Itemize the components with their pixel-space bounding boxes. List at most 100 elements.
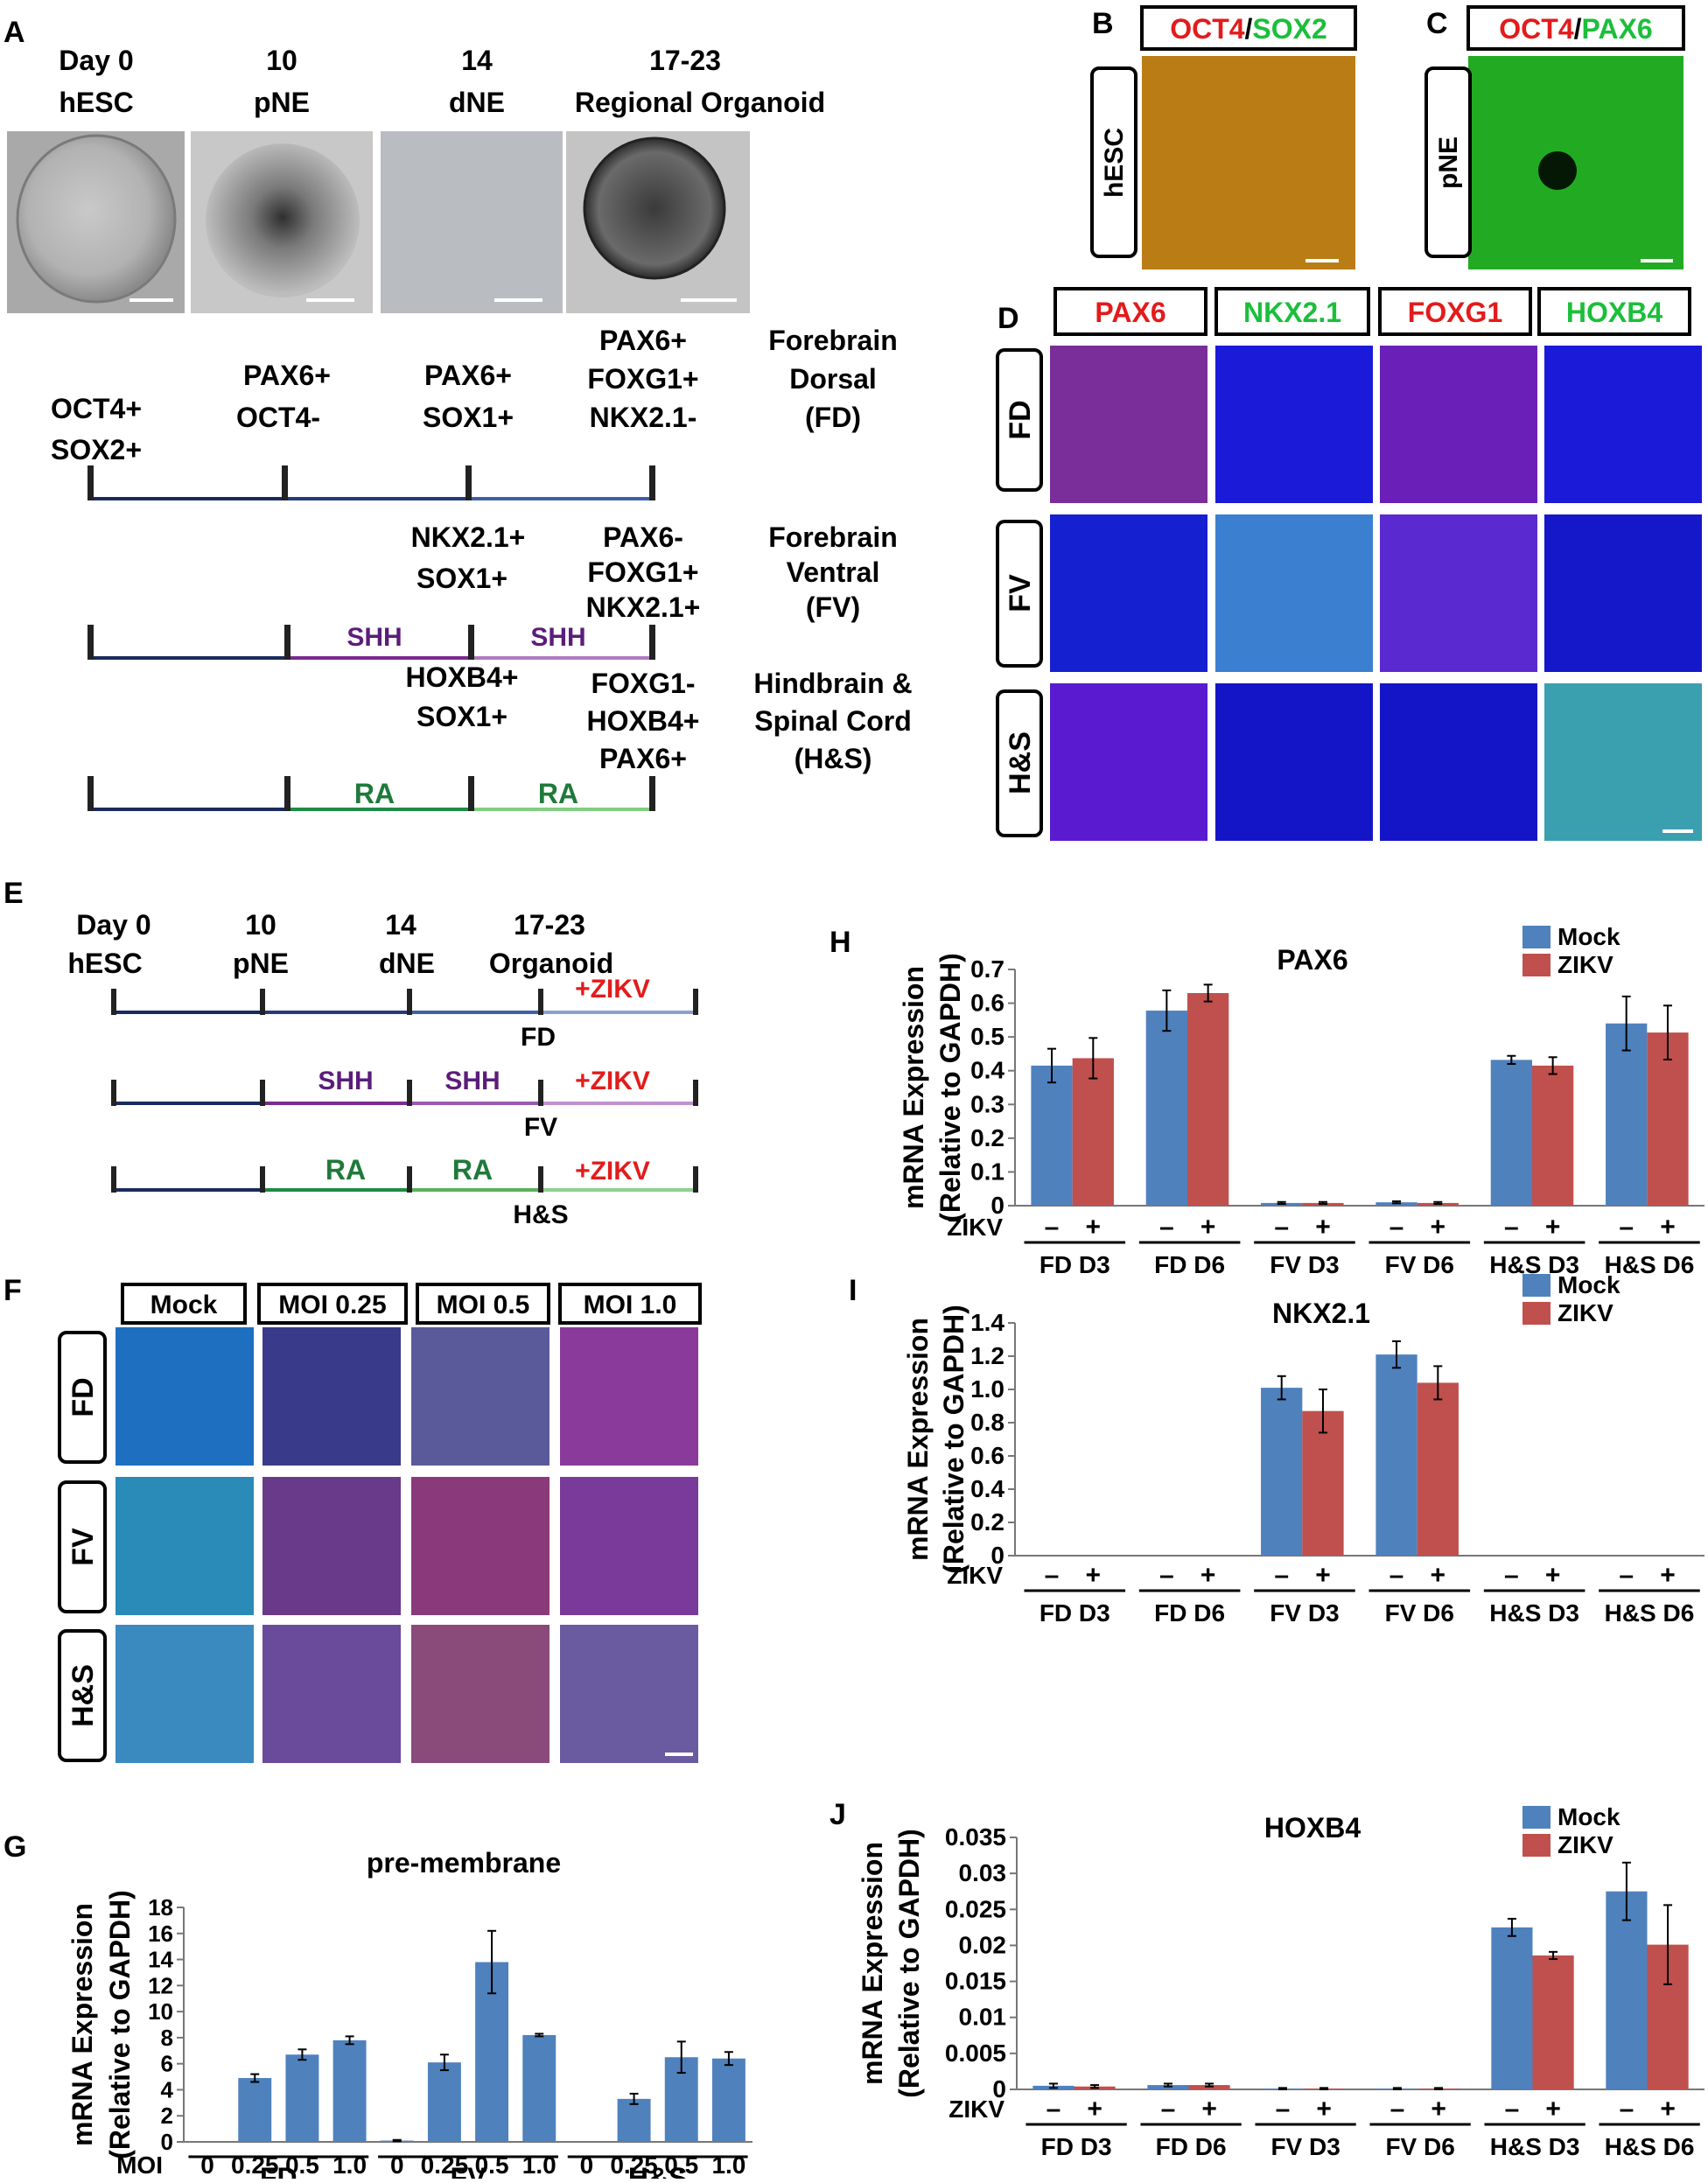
zikv-sign-j: + (1201, 2095, 1217, 2124)
zikv-sign-j: + (1660, 2095, 1676, 2124)
d-col-nkx21: NKX2.1 (1243, 297, 1341, 328)
y-tick-label-h: 0.7 (970, 955, 1004, 983)
f-col-mock: Mock (150, 1291, 218, 1319)
ra-label-2: RA (538, 778, 578, 809)
zikv-sign-j: – (1046, 2095, 1061, 2124)
region-hs-0: Hindbrain & (753, 668, 912, 699)
bar-g (427, 2062, 461, 2142)
category-label-h: H&S D6 (1605, 1251, 1695, 1278)
zikv-sign-i: + (1431, 1561, 1446, 1590)
e-zikv-2: +ZIKV (575, 1067, 650, 1095)
d-col-pax6: PAX6 (1095, 297, 1166, 328)
y-axis-label-i: (Relative to GAPDH) (938, 1305, 970, 1574)
y-tick-label-j: 0 (992, 2075, 1006, 2103)
zikv-sign-j: + (1087, 2095, 1102, 2124)
category-label-h: FD D3 (1040, 1251, 1110, 1278)
y-tick-label-g: 10 (148, 1998, 173, 2025)
bar-i-zikv (1302, 1410, 1344, 1556)
marker-end-fd-1: FOXG1+ (587, 363, 698, 395)
bar-j-zikv (1532, 1955, 1574, 2089)
region-fv-1: Ventral (787, 556, 880, 588)
legend-label-i: ZIKV (1558, 1299, 1614, 1326)
marker-oct4-pos: OCT4+ (51, 393, 142, 424)
zikv-sign-i: + (1086, 1561, 1102, 1590)
panel-d-headers: PAX6 NKX2.1 FOXG1 HOXB4 (1054, 287, 1691, 336)
chart-i: 0 0.2 0.4 0.6 0.8 1.0 1.2 1.4 NKX2.1 mRNA Express… (902, 1271, 1704, 1627)
zikv-sign-i: – (1619, 1561, 1634, 1590)
y-tick-label-j: 0.035 (945, 1823, 1006, 1851)
a-stage-1: pNE (254, 87, 310, 118)
category-label-j: FV D6 (1385, 2133, 1454, 2160)
legend-label-j: ZIKV (1558, 1831, 1614, 1858)
y-tick-label-g: 2 (161, 2103, 173, 2129)
a-day-3: 17-23 (649, 45, 721, 76)
panel-letter-g: G (4, 1830, 26, 1864)
a-day-0: Day 0 (59, 45, 133, 76)
region-hs-1: Spinal Cord (754, 705, 912, 737)
ra-label-1: RA (354, 778, 395, 809)
category-label-g: 0 (390, 2152, 404, 2179)
panel-a-fd-row: OCT4+ SOX2+ PAX6+ OCT4- PAX6+ SOX1+ PAX6… (51, 325, 898, 500)
bar-h-mock (1031, 1065, 1073, 1206)
panel-letter-h: H (830, 926, 851, 959)
bar-g (522, 2034, 556, 2142)
y-tick-label-g: 18 (148, 1894, 173, 1921)
y-axis-label-j: (Relative to GAPDH) (893, 1829, 925, 2098)
y-tick-label-h: 0.3 (970, 1090, 1004, 1117)
bar-j-mock (1491, 1927, 1533, 2089)
zikv-sign-j: – (1161, 2095, 1176, 2124)
y-tick-label-i: 0.8 (970, 1409, 1004, 1436)
micrograph-dne (381, 131, 563, 313)
bar-g (332, 2040, 367, 2142)
category-label-j: H&S D6 (1605, 2133, 1695, 2160)
bar-i-mock (1376, 1354, 1418, 1556)
zikv-sign-i: – (1159, 1561, 1174, 1590)
marker-pax6-pos: PAX6+ (243, 360, 331, 391)
f-col-moi05: MOI 0.5 (437, 1291, 530, 1319)
legend-label-h: ZIKV (1558, 951, 1614, 978)
x-axis-name-i: ZIKV (947, 1562, 1003, 1589)
panel-letter-f: F (4, 1274, 22, 1307)
zikv-sign-h: + (1545, 1213, 1561, 1242)
d-row-hs: H&S (1004, 731, 1037, 794)
e-stage-2: dNE (379, 948, 435, 979)
marker-end-hs-0: FOXG1- (591, 668, 695, 699)
zikv-sign-j: – (1620, 2095, 1634, 2124)
marker-end-fd-2: NKX2.1- (590, 402, 697, 433)
d-col-foxg1: FOXG1 (1408, 297, 1502, 328)
e-row-hs: H&S (513, 1200, 568, 1229)
marker-fv-14-1: SOX1+ (416, 563, 508, 594)
y-tick-label-h: 0.5 (970, 1023, 1004, 1050)
y-axis-label-h: (Relative to GAPDH) (934, 953, 966, 1222)
zikv-sign-j: + (1316, 2095, 1332, 2124)
category-label-h: H&S D3 (1489, 1251, 1579, 1278)
y-tick-label-i: 0.2 (970, 1508, 1004, 1536)
panel-a-fv-row: NKX2.1+ SOX1+ PAX6- FOXG1+ NKX2.1+ Foreb… (88, 521, 898, 660)
e-day-3: 17-23 (514, 909, 585, 941)
bar-i-mock (1261, 1388, 1303, 1556)
bar-h-zikv (1647, 1032, 1689, 1206)
panel-c: OCT4/PAX6 pNE (1424, 5, 1685, 269)
category-label-h: FV D6 (1385, 1251, 1454, 1278)
zikv-sign-h: – (1390, 1213, 1404, 1242)
marker-end-fv-1: FOXG1+ (587, 556, 698, 588)
zikv-sign-h: + (1086, 1213, 1102, 1242)
e-stage-3: Organoid (489, 948, 613, 979)
zikv-sign-h: + (1431, 1213, 1446, 1242)
bar-h-mock (1145, 1011, 1187, 1206)
marker-sox1-pos-14: SOX1+ (423, 402, 514, 433)
region-fv-2: (FV) (806, 591, 860, 623)
x-axis-name-g: MOI (116, 2152, 163, 2179)
zikv-sign-j: + (1545, 2095, 1561, 2124)
bar-h-mock (1490, 1060, 1532, 1206)
chart-title-i: NKX2.1 (1272, 1298, 1370, 1329)
category-label-h: FD D6 (1154, 1251, 1225, 1278)
chart-title-j: HOXB4 (1264, 1812, 1361, 1844)
zikv-sign-j: – (1276, 2095, 1291, 2124)
panel-letter-c: C (1426, 7, 1448, 40)
zikv-sign-i: + (1660, 1561, 1676, 1590)
marker-sox2-pos: SOX2+ (51, 434, 142, 465)
shh-label-2: SHH (530, 623, 585, 652)
f-col-moi025: MOI 0.25 (278, 1291, 386, 1319)
